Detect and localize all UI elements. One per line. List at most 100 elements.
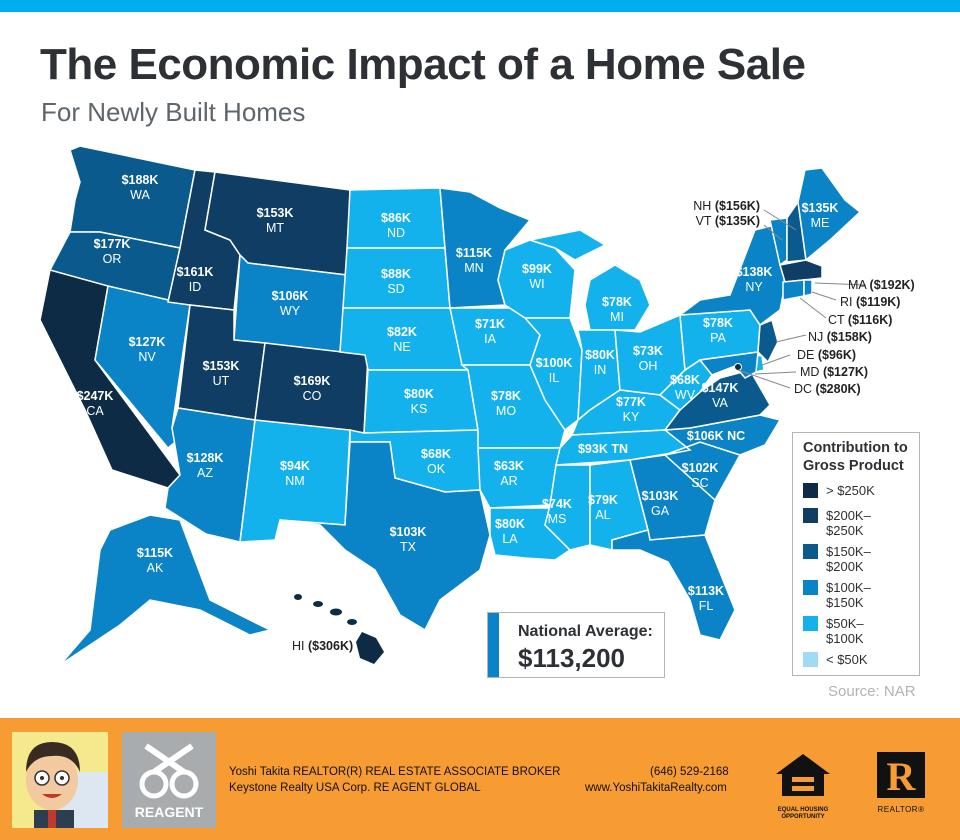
label-WV-value: $68K — [670, 373, 700, 387]
label-MN-value: $115K — [456, 246, 492, 260]
label-NE-value: $82K — [387, 325, 417, 339]
state-MI-upper — [527, 229, 607, 261]
label-SD-abbr: SD — [387, 282, 404, 296]
label-AK-value: $115K — [137, 546, 173, 560]
label-WI-abbr: WI — [529, 277, 544, 291]
legend-item-gt250: > $250K — [803, 483, 906, 498]
label-ME-value: $135K — [802, 201, 839, 215]
agent-line: Yoshi Takita REALTOR(R) REAL ESTATE ASSO… — [229, 766, 561, 778]
legend-item-50-100: $50K– $100K — [803, 616, 906, 646]
label-MS-abbr: MS — [548, 512, 567, 526]
label-WA-value: $188K — [122, 173, 159, 187]
legend-swatch — [803, 652, 818, 667]
label-GA-abbr: GA — [651, 504, 670, 518]
callout-labels: NH ($156K) VT ($135K) MA ($192K) RI ($11… — [292, 199, 915, 653]
state-NJ — [757, 318, 779, 364]
legend-swatch — [803, 508, 818, 523]
eho-text: EQUAL HOUSING OPPORTUNITY — [777, 807, 829, 820]
label-CO-abbr: CO — [303, 389, 322, 403]
phone-number: (646) 529-2168 — [650, 766, 729, 778]
legend-label-2: $200K — [826, 559, 864, 574]
label-OR-abbr: OR — [103, 252, 122, 266]
label-MS-value: $74K — [542, 497, 572, 511]
website-link[interactable]: www.YoshiTakitaRealty.com — [585, 782, 727, 794]
callout-lines — [737, 209, 867, 389]
label-CA-value: $247K — [77, 389, 114, 403]
label-MN-abbr: MN — [464, 261, 483, 275]
callout-CT: CT ($116K) — [828, 313, 892, 327]
label-MO-abbr: MO — [496, 404, 516, 418]
national-average-value: $113,200 — [518, 643, 626, 673]
label-IN-value: $80K — [585, 348, 615, 362]
label-ND-abbr: ND — [387, 226, 405, 240]
legend-label-2: $100K — [826, 631, 864, 646]
legend-label-2: $250K — [826, 523, 864, 538]
callout-DC: DC ($280K) — [794, 382, 861, 396]
label-OK-value: $68K — [421, 447, 451, 461]
us-map: $188K WA $177K OR $161K ID $153K MT $106… — [39, 145, 915, 666]
legend-title: Contribution to Gross Product — [803, 439, 908, 475]
label-ID-value: $161K — [177, 265, 214, 279]
label-IN-abbr: IN — [594, 363, 607, 377]
legend-title-line1: Contribution to — [803, 440, 908, 456]
label-IL-value: $100K — [536, 356, 573, 370]
state-RI — [803, 279, 813, 297]
state-AK — [59, 514, 273, 666]
callout-MD: MD ($127K) — [800, 365, 868, 379]
state-ME — [797, 167, 862, 262]
label-AL-abbr: AL — [595, 508, 610, 522]
label-NE-abbr: NE — [393, 340, 410, 354]
label-NM-value: $94K — [280, 459, 310, 473]
label-OR-value: $177K — [94, 237, 131, 251]
callout-MA: MA ($192K) — [848, 278, 915, 292]
page-title: The Economic Impact of a Home Sale — [40, 40, 806, 89]
label-FL-value: $113K — [688, 584, 724, 598]
label-NM-abbr: NM — [285, 474, 304, 488]
marker-DC — [734, 363, 742, 371]
state-IL — [523, 317, 583, 432]
state-MA — [779, 259, 823, 283]
label-NV-abbr: NV — [138, 350, 156, 364]
company-line: Keystone Realty USA Corp. RE AGENT GLOBA… — [229, 782, 481, 794]
state-CT — [782, 279, 805, 301]
state-HI — [294, 594, 384, 664]
legend: Contribution to Gross Product > $250K $2… — [792, 432, 920, 676]
legend-label: > $250K — [826, 483, 875, 498]
label-TX-abbr: TX — [400, 540, 417, 554]
state-TX — [279, 441, 491, 632]
label-MO-value: $78K — [491, 389, 521, 403]
label-OH-abbr: OH — [639, 359, 658, 373]
svg-text:R: R — [887, 754, 917, 799]
label-ND-value: $86K — [381, 211, 411, 225]
label-KY-value: $77K — [616, 395, 646, 409]
legend-label: $200K– — [826, 508, 871, 523]
label-MI-value: $78K — [602, 295, 632, 309]
label-GA-value: $103K — [642, 489, 679, 503]
agent-caricature — [12, 732, 108, 828]
label-VA-value: $147K — [702, 381, 739, 395]
label-AR-abbr: AR — [500, 474, 517, 488]
legend-item-lt50: < $50K — [803, 652, 906, 667]
label-OH-value: $73K — [633, 344, 663, 358]
label-NY-value: $138K — [736, 265, 773, 279]
label-WV-abbr: WV — [675, 388, 696, 402]
legend-item-200-250: $200K– $250K — [803, 508, 906, 538]
label-WA-abbr: WA — [130, 188, 150, 202]
callout-NH: NH ($156K) — [693, 199, 760, 213]
realtor-logo: R REALTOR® — [872, 750, 930, 818]
callout-VT: VT ($135K) — [696, 214, 760, 228]
state-FL — [611, 529, 736, 641]
label-WY-abbr: WY — [280, 304, 301, 318]
legend-swatch — [803, 544, 818, 559]
legend-label: $150K– — [826, 544, 871, 559]
label-ID-abbr: ID — [189, 280, 202, 294]
label-CA-abbr: CA — [86, 404, 104, 418]
label-MT-abbr: MT — [266, 221, 284, 235]
legend-swatch — [803, 616, 818, 631]
label-LA-value: $80K — [495, 517, 525, 531]
national-average-box: National Average: $113,200 — [487, 612, 665, 678]
realtor-text: REALTOR® — [877, 805, 925, 814]
page-subtitle: For Newly Built Homes — [41, 97, 306, 127]
legend-title-line2: Gross Product — [803, 458, 904, 474]
label-NV-value: $127K — [129, 335, 166, 349]
